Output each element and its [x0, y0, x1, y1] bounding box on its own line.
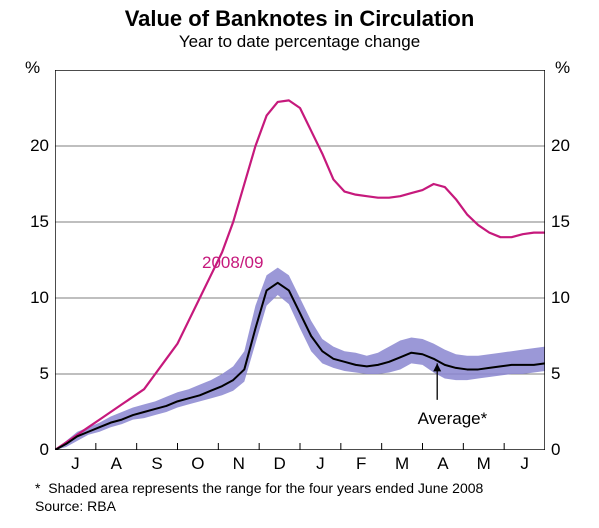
footnote-line-1: * Shaded area represents the range for t…: [35, 480, 483, 496]
x-tick-label: S: [145, 454, 169, 474]
y-axis-unit-right: %: [555, 58, 570, 78]
y-tick-label-left: 5: [15, 364, 49, 384]
chart-title: Value of Banknotes in Circulation: [0, 6, 599, 32]
y-tick-label-left: 20: [15, 136, 49, 156]
y-tick-label-right: 10: [551, 288, 570, 308]
x-tick-label: M: [390, 454, 414, 474]
y-tick-label-left: 15: [15, 212, 49, 232]
x-tick-label: F: [349, 454, 373, 474]
x-tick-label: O: [186, 454, 210, 474]
y-axis-unit-left: %: [25, 58, 40, 78]
series-label-2008-09: 2008/09: [202, 253, 263, 273]
y-tick-label-right: 0: [551, 440, 560, 460]
footnote-line-2: Source: RBA: [35, 498, 116, 514]
y-tick-label-left: 10: [15, 288, 49, 308]
chart-container: Value of Banknotes in Circulation Year t…: [0, 0, 599, 528]
y-tick-label-left: 0: [15, 440, 49, 460]
x-tick-label: A: [431, 454, 455, 474]
x-tick-label: A: [104, 454, 128, 474]
series-label-average: Average*: [418, 409, 488, 429]
x-tick-label: J: [308, 454, 332, 474]
chart-subtitle: Year to date percentage change: [0, 32, 599, 52]
x-tick-label: M: [472, 454, 496, 474]
y-tick-label-right: 15: [551, 212, 570, 232]
plot-area: [55, 70, 545, 450]
x-tick-label: J: [513, 454, 537, 474]
y-tick-label-right: 5: [551, 364, 560, 384]
x-tick-label: N: [227, 454, 251, 474]
x-tick-label: J: [63, 454, 87, 474]
y-tick-label-right: 20: [551, 136, 570, 156]
x-tick-label: D: [268, 454, 292, 474]
